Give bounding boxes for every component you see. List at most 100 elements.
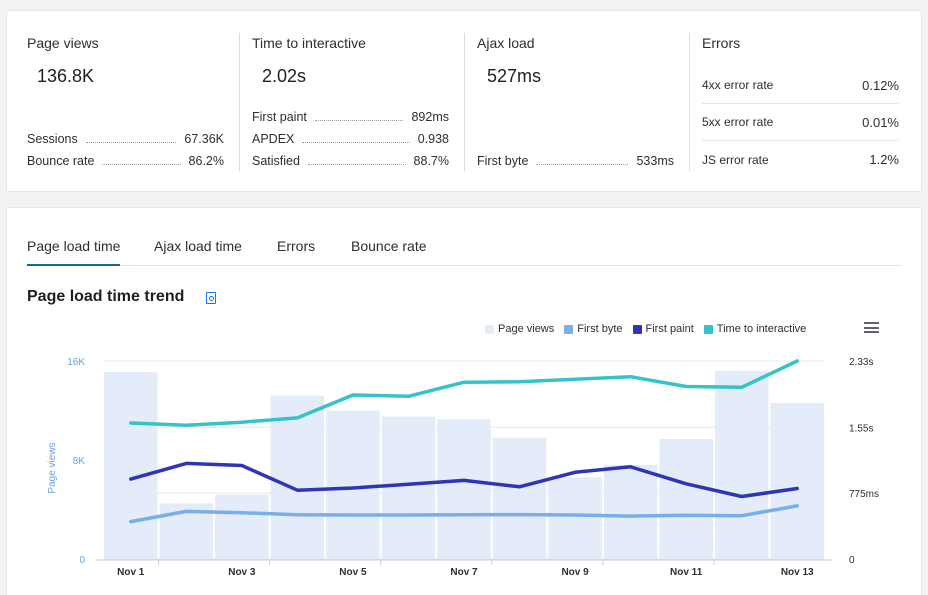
bounce-rate-label: Bounce rate <box>27 154 95 168</box>
dotted-leader <box>102 164 181 165</box>
4xx-error-label: 4xx error rate <box>702 78 774 92</box>
first-byte-value: 533ms <box>636 154 674 168</box>
y-right-tick-label: 2.33s <box>849 357 873 368</box>
y-right-tick-label: 1.55s <box>849 423 873 434</box>
legend-first-byte[interactable]: First byte <box>564 322 623 336</box>
tti-column: Time to interactive 2.02s First paint 89… <box>252 11 452 193</box>
sessions-row: Sessions 67.36K <box>27 130 224 146</box>
ajax-column: Ajax load 527ms First byte 533ms <box>477 11 677 193</box>
x-tick-label: Nov 7 <box>450 567 478 578</box>
tti-title: Time to interactive <box>252 35 366 51</box>
sessions-label: Sessions <box>27 132 78 146</box>
y-right-tick-label: 775ms <box>849 489 879 500</box>
legend-label: First byte <box>577 323 623 335</box>
apdex-row: APDEX 0.938 <box>252 130 449 146</box>
legend-swatch <box>485 324 494 334</box>
page-views-column: Page views 136.8K Sessions 67.36K Bounce… <box>27 11 227 193</box>
chart-title: Page load time trend <box>27 288 185 305</box>
x-tick-label: Nov 11 <box>670 567 703 578</box>
bar-page-views <box>603 464 658 559</box>
bar-page-views <box>215 494 269 559</box>
line-time-to-interactive <box>129 359 799 427</box>
ajax-value: 527ms <box>487 66 542 86</box>
tab-bounce-rate[interactable]: Bounce rate <box>351 238 427 254</box>
dotted-leader <box>85 142 177 143</box>
y-left-tick-label: 8K <box>73 456 86 467</box>
bar-page-views <box>326 410 380 559</box>
tab-errors[interactable]: Errors <box>277 238 316 254</box>
bar-page-views <box>104 372 158 559</box>
first-paint-value: 892ms <box>411 110 449 124</box>
tab-page-load-time[interactable]: Page load time <box>27 238 121 266</box>
y-left-tick-label: 16K <box>67 357 85 368</box>
first-paint-row: First paint 892ms <box>252 108 449 124</box>
bar-page-views <box>270 395 325 559</box>
errors-column: Errors 4xx error rate 0.12% 5xx error ra… <box>702 11 902 193</box>
js-error-row: JS error rate 1.2% <box>702 141 899 178</box>
legend-swatch <box>564 324 574 334</box>
bar-page-views <box>437 419 491 559</box>
bounce-rate-value: 86.2% <box>188 154 224 168</box>
first-byte-label: First byte <box>477 154 529 168</box>
satisfied-label: Satisfied <box>252 154 300 168</box>
4xx-error-value: 0.12% <box>862 77 899 93</box>
first-paint-label: First paint <box>252 110 307 124</box>
dotted-leader <box>314 120 404 121</box>
legend-page-views[interactable]: Page views <box>485 322 554 336</box>
page-views-value: 136.8K <box>37 66 95 86</box>
5xx-error-label: 5xx error rate <box>702 115 774 129</box>
page-views-title: Page views <box>27 35 99 51</box>
report-icon[interactable] <box>206 292 216 304</box>
y-right-tick-label: 0 <box>849 555 855 566</box>
legend-swatch <box>703 324 713 334</box>
summary-card: Page views 136.8K Sessions 67.36K Bounce… <box>6 10 922 192</box>
tab-ajax-load-time[interactable]: Ajax load time <box>154 238 242 254</box>
x-tick-label: Nov 13 <box>781 567 814 578</box>
bar-page-views <box>492 437 547 559</box>
legend-label: First paint <box>645 323 694 335</box>
errors-title: Errors <box>702 35 741 51</box>
bar-page-views <box>714 370 769 559</box>
dotted-leader <box>302 142 410 143</box>
bar-page-views <box>381 416 436 559</box>
legend-first-paint[interactable]: First paint <box>632 322 694 336</box>
dotted-leader <box>307 164 406 165</box>
chart-menu-icon[interactable] <box>864 322 879 333</box>
bar-page-views <box>659 438 713 559</box>
column-divider <box>464 33 465 171</box>
x-tick-label: Nov 3 <box>228 567 256 578</box>
y-left-tick-label: 0 <box>79 555 85 566</box>
trend-chart: Nov 1 Nov 3 Nov 5 Nov 7 Nov 9 Nov 11 Nov 13 0 8K… <box>47 357 879 578</box>
satisfied-row: Satisfied 88.7% <box>252 152 449 168</box>
column-divider <box>689 33 690 171</box>
column-divider <box>239 33 240 171</box>
tti-value: 2.02s <box>262 66 307 86</box>
x-tick-label: Nov 1 <box>117 567 145 578</box>
bar-page-views <box>548 477 602 559</box>
js-error-label: JS error rate <box>702 152 769 167</box>
5xx-error-value: 0.01% <box>862 114 899 130</box>
bounce-rate-row: Bounce rate 86.2% <box>27 152 224 168</box>
first-byte-row: First byte 533ms <box>477 152 674 168</box>
apdex-value: 0.938 <box>417 132 449 146</box>
x-tick-label: Nov 5 <box>339 567 367 578</box>
dotted-leader <box>536 164 629 165</box>
line-first-byte <box>129 504 799 524</box>
y-left-axis-label: Page views <box>47 442 58 493</box>
5xx-error-row: 5xx error rate 0.01% <box>702 104 899 141</box>
chart-legend: Page views First byte First paint Time t… <box>485 322 816 336</box>
ajax-title: Ajax load <box>477 35 535 51</box>
legend-label: Time to interactive <box>716 323 807 335</box>
x-tick-label: Nov 9 <box>561 567 589 578</box>
chart-card: Page load time Ajax load time Errors Bou… <box>6 207 922 595</box>
satisfied-value: 88.7% <box>413 154 449 168</box>
legend-time-to-interactive[interactable]: Time to interactive <box>703 322 807 336</box>
4xx-error-row: 4xx error rate 0.12% <box>702 67 899 104</box>
bar-page-views <box>770 403 824 559</box>
js-error-value: 1.2% <box>869 152 899 167</box>
legend-label: Page views <box>498 323 555 335</box>
line-first-paint <box>129 461 799 499</box>
chart-tabs: Page load time Ajax load time Errors Bou… <box>27 234 901 266</box>
legend-swatch <box>632 324 642 334</box>
sessions-value: 67.36K <box>184 132 224 146</box>
